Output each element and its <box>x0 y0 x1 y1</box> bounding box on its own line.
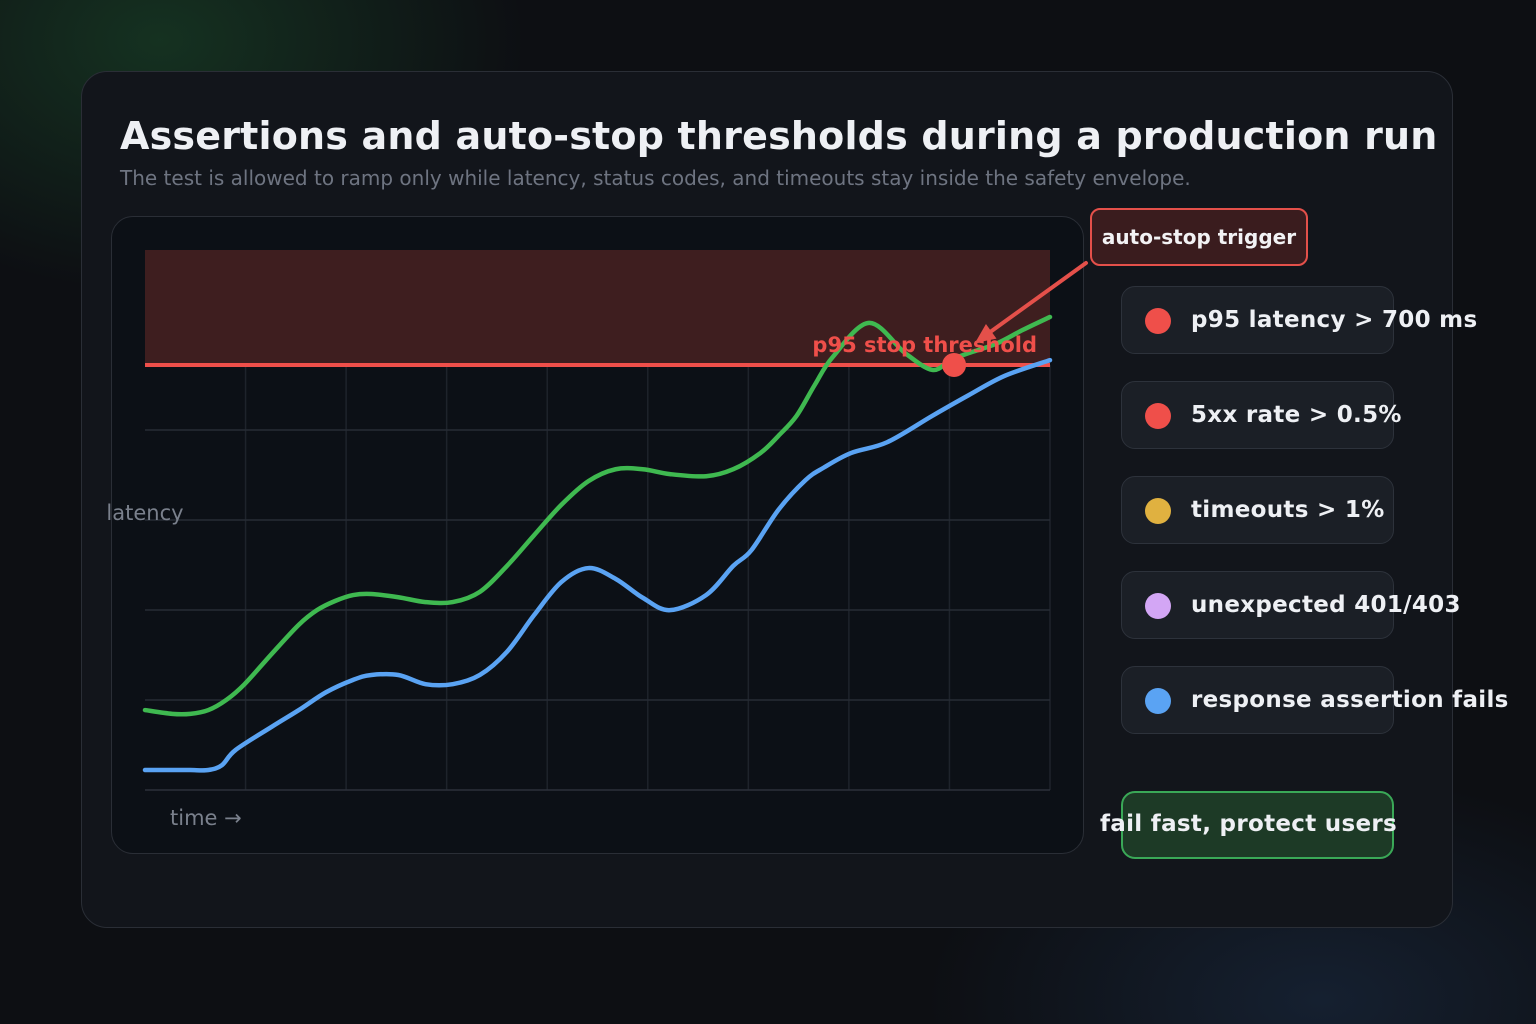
rule-label: p95 latency > 700 ms <box>1191 307 1478 333</box>
rule-label: timeouts > 1% <box>1191 497 1385 523</box>
series-line-p95 <box>142 314 1053 717</box>
rule-card-response-assertion: response assertion fails <box>1121 666 1508 734</box>
rule-card-timeouts: timeouts > 1% <box>1121 476 1394 544</box>
status-dot-icon <box>1145 403 1171 429</box>
status-dot-icon <box>1145 308 1171 334</box>
callout-arrow <box>982 261 1088 339</box>
series-line-median <box>142 357 1053 773</box>
auto-stop-trigger-callout: auto-stop trigger <box>1090 208 1308 266</box>
rule-label: response assertion fails <box>1191 687 1509 713</box>
rule-card-5xx-rate: 5xx rate > 0.5% <box>1121 381 1401 449</box>
status-dot-icon <box>1145 593 1171 619</box>
trigger-point-marker <box>942 353 967 378</box>
page-subtitle: The test is allowed to ramp only while l… <box>120 166 1191 190</box>
rule-card-p95-latency: p95 latency > 700 ms <box>1121 286 1477 354</box>
page-title: Assertions and auto-stop thresholds duri… <box>120 114 1438 158</box>
y-axis-label: latency <box>106 501 183 525</box>
fail-fast-label: fail fast, protect users <box>1100 811 1397 837</box>
callout-arrow-head-icon <box>975 324 997 343</box>
x-axis-label: time → <box>170 806 242 830</box>
fail-fast-badge <box>1121 791 1394 859</box>
rule-card-unexpected-auth: unexpected 401/403 <box>1121 571 1460 639</box>
threshold-label: p95 stop threshold <box>812 333 1037 357</box>
status-dot-icon <box>1145 688 1171 714</box>
rule-label: 5xx rate > 0.5% <box>1191 402 1402 428</box>
status-dot-icon <box>1145 498 1171 524</box>
rule-label: unexpected 401/403 <box>1191 592 1461 618</box>
